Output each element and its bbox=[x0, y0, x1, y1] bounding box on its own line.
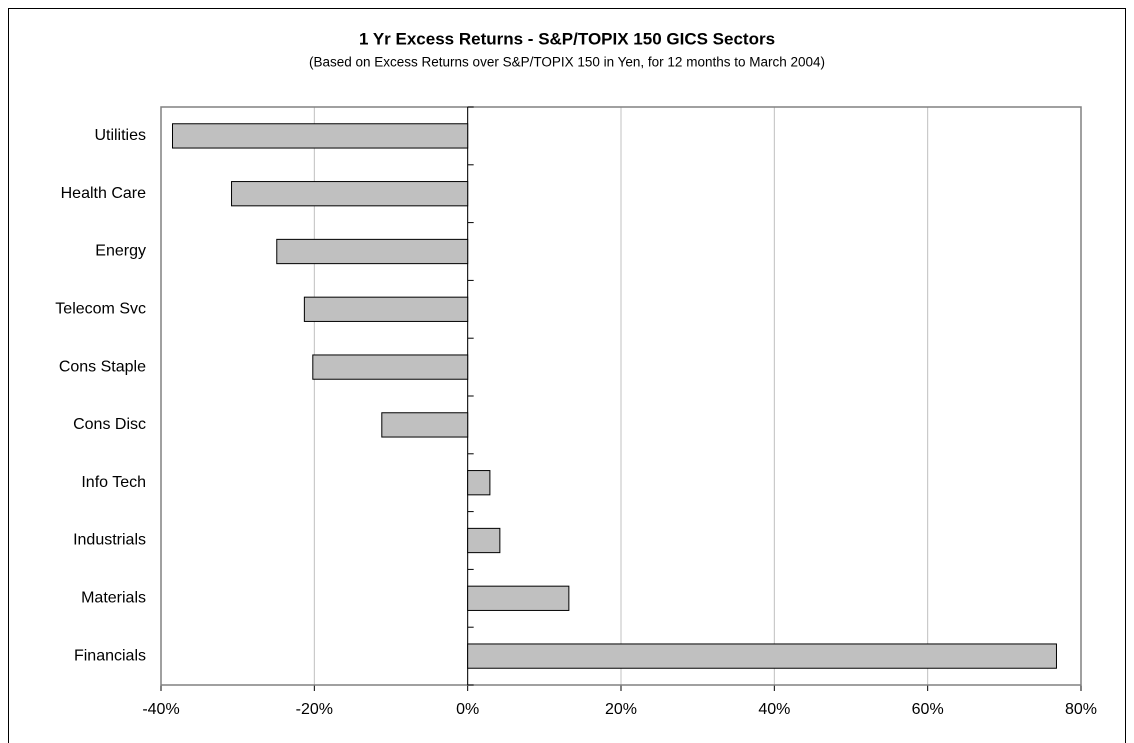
chart-title: 1 Yr Excess Returns - S&P/TOPIX 150 GICS… bbox=[359, 29, 775, 48]
x-tick-label: 60% bbox=[912, 701, 944, 718]
bar bbox=[467, 643, 1057, 669]
x-tick-label: 20% bbox=[605, 701, 637, 718]
y-tick-label: Health Care bbox=[61, 185, 146, 202]
y-tick-label: Info Tech bbox=[81, 474, 146, 491]
bar bbox=[312, 354, 469, 380]
bar bbox=[467, 527, 501, 554]
y-tick-label: Cons Staple bbox=[59, 358, 146, 375]
chart-subtitle: (Based on Excess Returns over S&P/TOPIX … bbox=[309, 55, 825, 70]
bar bbox=[303, 296, 469, 322]
x-tick-label: 40% bbox=[758, 701, 790, 718]
y-tick-label: Materials bbox=[81, 590, 146, 607]
y-tick-label: Financials bbox=[74, 647, 146, 664]
y-tick-label: Utilities bbox=[94, 127, 146, 144]
bar bbox=[381, 412, 469, 438]
bar bbox=[172, 123, 469, 149]
y-tick-label: Energy bbox=[95, 243, 146, 260]
y-tick-label: Telecom Svc bbox=[55, 301, 146, 318]
x-tick-label: 80% bbox=[1065, 701, 1097, 718]
bar bbox=[467, 585, 570, 611]
bar bbox=[231, 181, 469, 207]
bar bbox=[467, 470, 491, 496]
x-tick-label: 0% bbox=[456, 701, 479, 718]
x-tick-label: -40% bbox=[142, 701, 179, 718]
bar bbox=[276, 238, 469, 265]
y-tick-label: Industrials bbox=[73, 532, 146, 549]
chart-border bbox=[8, 8, 1126, 743]
x-tick-label: -20% bbox=[296, 701, 333, 718]
plot-area bbox=[160, 106, 1082, 686]
y-tick-label: Cons Disc bbox=[73, 416, 146, 433]
